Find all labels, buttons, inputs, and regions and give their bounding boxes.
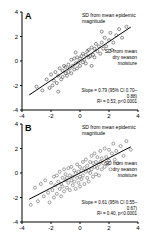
- svg-text:2: 2: [15, 34, 19, 40]
- svg-text:0: 0: [78, 225, 82, 231]
- html-text:SD from mean epidemic magnitud: SD from mean epidemic magnitude: [82, 124, 136, 136]
- html-text:SD from mean epidemic magnitud: SD from mean epidemic magnitude: [82, 12, 136, 24]
- svg-text:4: 4: [136, 113, 140, 119]
- html-text:R² = 0.53, p<0.0001: R² = 0.53, p<0.0001: [97, 99, 137, 104]
- svg-text:-2: -2: [13, 83, 19, 89]
- svg-text:-2: -2: [13, 195, 19, 201]
- svg-text:0: 0: [15, 58, 19, 64]
- svg-text:2: 2: [107, 225, 111, 231]
- svg-text:-2: -2: [48, 113, 54, 119]
- svg-text:-2: -2: [48, 225, 54, 231]
- svg-text:-4: -4: [19, 113, 25, 119]
- svg-text:4: 4: [15, 121, 19, 127]
- html-text:R² = 0.40, p<0.0001: R² = 0.40, p<0.0001: [97, 211, 137, 216]
- svg-text:-4: -4: [19, 225, 25, 231]
- svg-text:-4: -4: [13, 107, 19, 113]
- html-text:SD from mean dry season moistu: SD from mean dry season moisture: [104, 160, 137, 178]
- html-text:Slope = 0.79 (95% CI 0.70–0.88: Slope = 0.79 (95% CI 0.70–0.88): [81, 88, 137, 99]
- svg-text:0: 0: [78, 113, 82, 119]
- html-text:A: A: [25, 11, 32, 21]
- html-text:SD from mean dry season moistu: SD from mean dry season moisture: [104, 48, 137, 66]
- html-text:B: B: [25, 123, 32, 133]
- svg-text:0: 0: [15, 170, 19, 176]
- svg-text:4: 4: [15, 9, 19, 15]
- svg-text:2: 2: [107, 113, 111, 119]
- html-text:Slope = 0.61 (95% CI 0.55–0.67: Slope = 0.61 (95% CI 0.55–0.67): [81, 200, 137, 211]
- svg-text:2: 2: [15, 146, 19, 152]
- svg-text:-4: -4: [13, 219, 19, 225]
- svg-text:4: 4: [136, 225, 140, 231]
